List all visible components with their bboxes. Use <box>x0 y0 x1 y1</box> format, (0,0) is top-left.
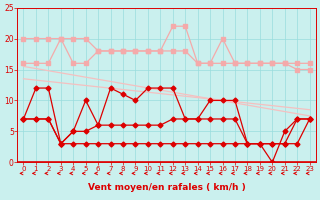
X-axis label: Vent moyen/en rafales ( km/h ): Vent moyen/en rafales ( km/h ) <box>88 183 245 192</box>
